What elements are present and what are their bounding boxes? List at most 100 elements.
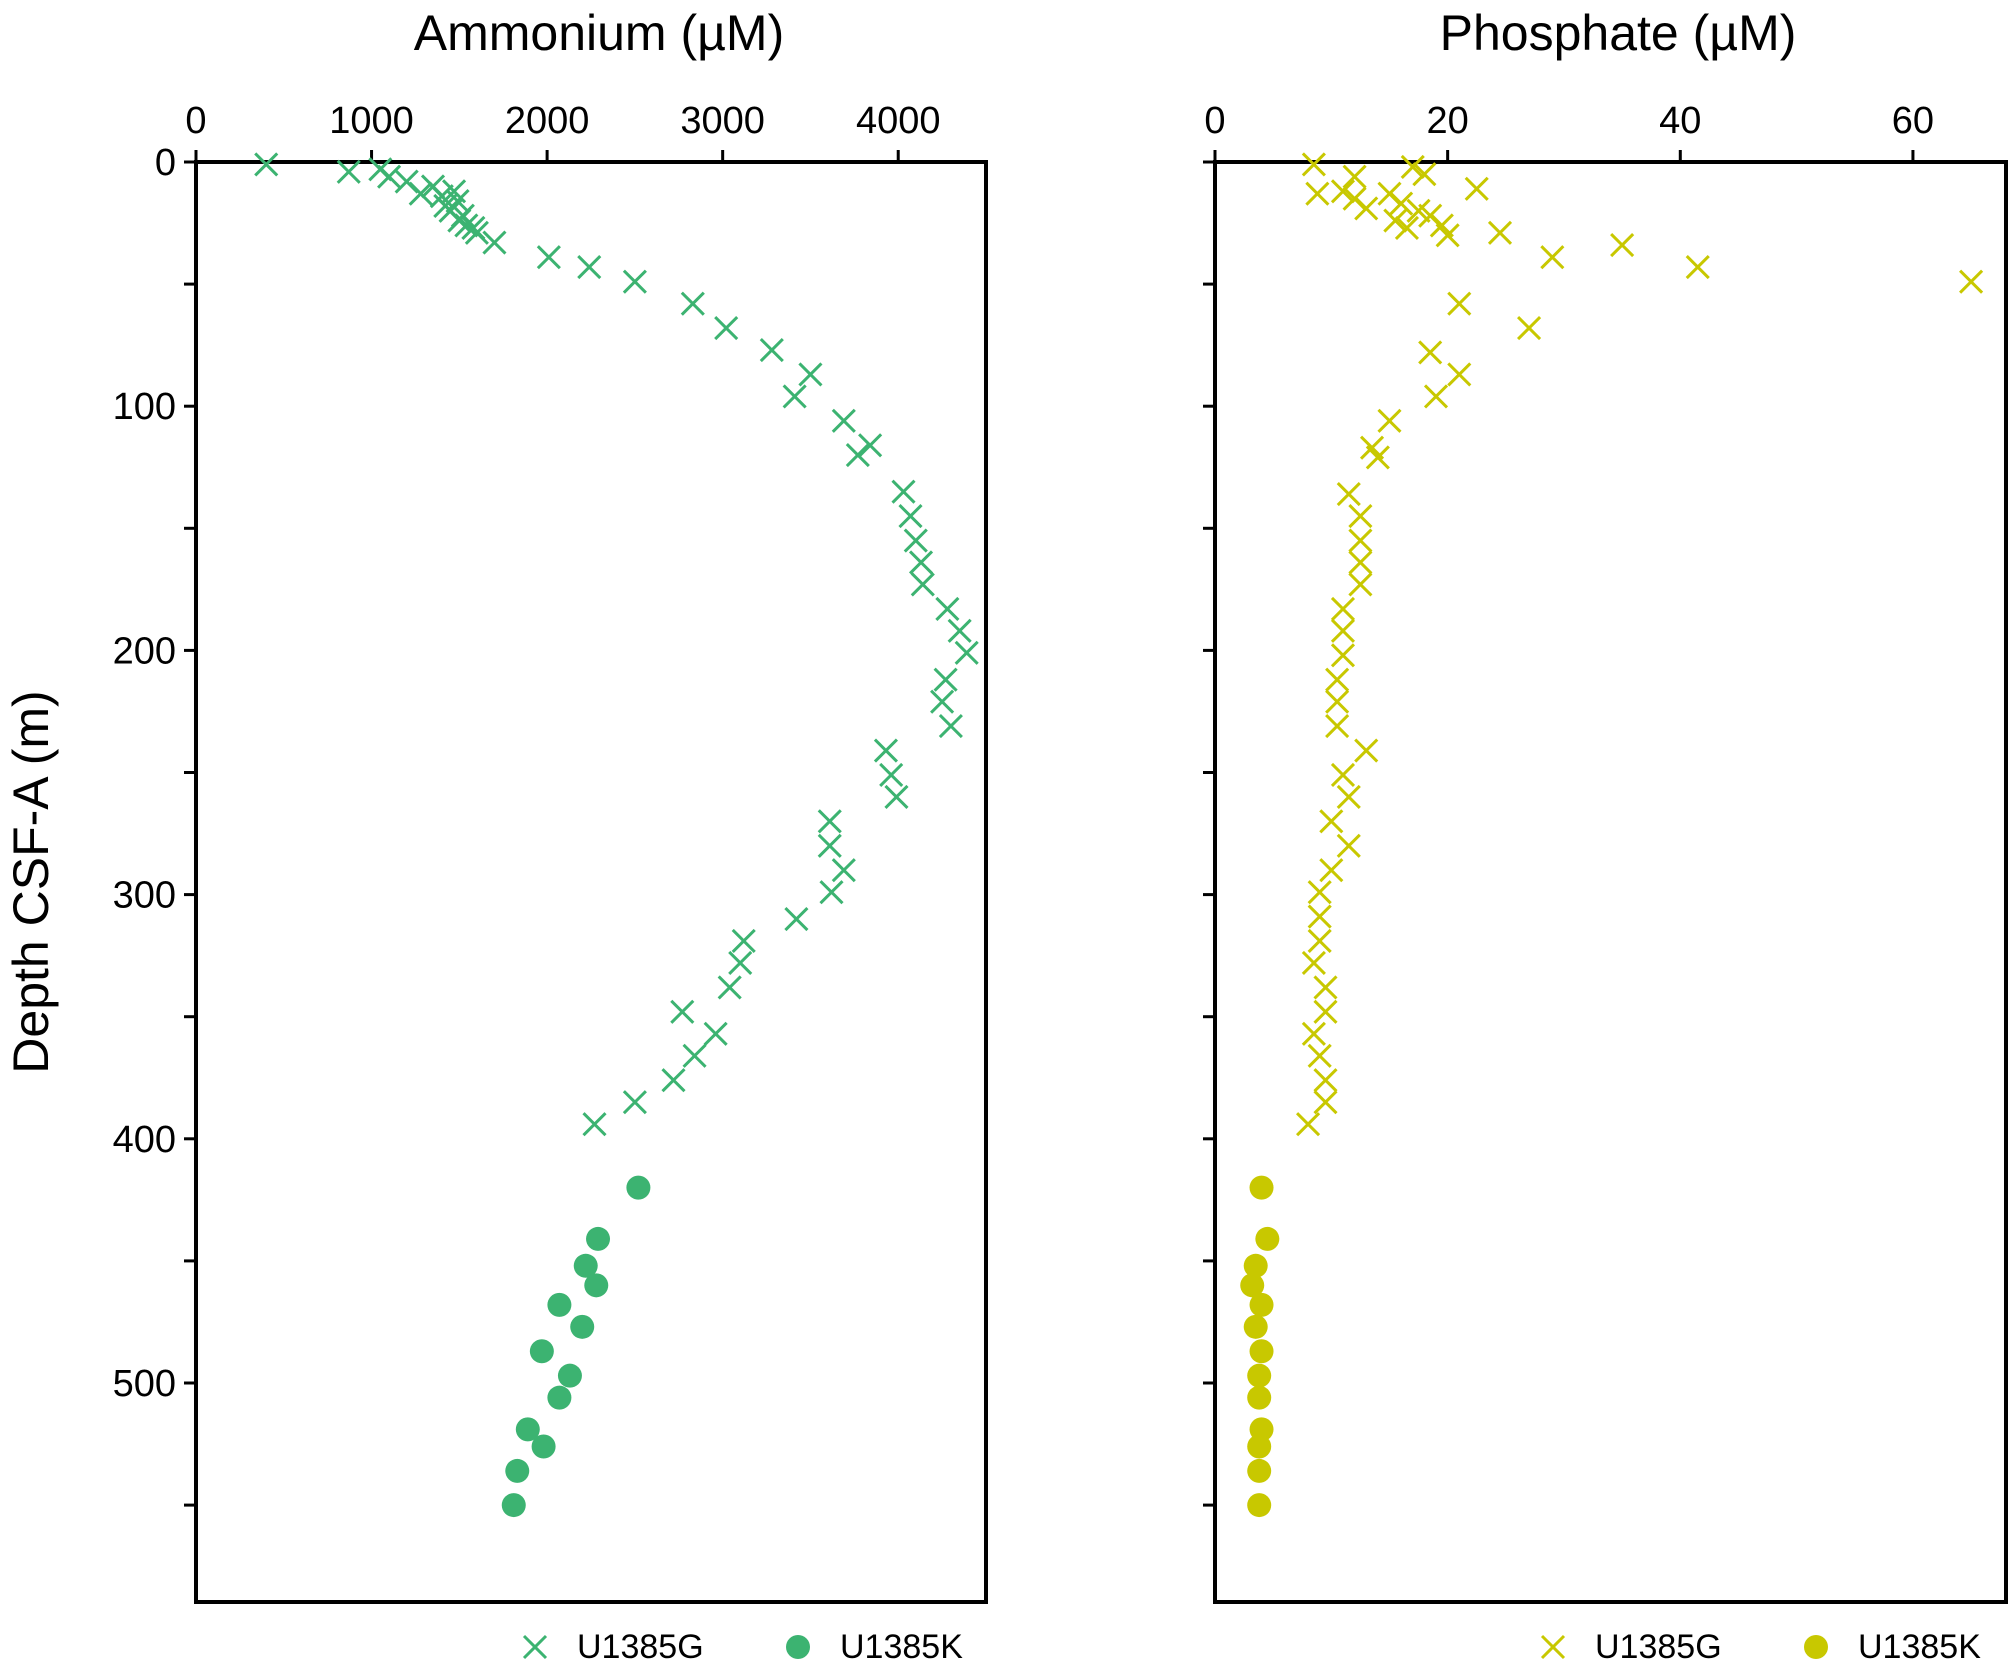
ammonium-plot-frame [194,160,988,1604]
data-point-u1385g [254,152,279,177]
x-tick-label: 0 [185,100,206,142]
data-point-u1385g [1319,809,1344,834]
data-point-u1385g [1330,643,1356,668]
data-point-u1385k [505,1458,530,1483]
data-point-u1385g [1330,179,1356,204]
data-point-u1385g [1295,1112,1321,1137]
data-point-u1385g [1313,1068,1338,1093]
data-point-u1385g [703,1021,728,1046]
data-point-u1385g [536,245,561,270]
data-point-u1385g [947,618,972,643]
data-point-u1385g [1336,833,1361,858]
data-point-u1385k [1247,1385,1272,1410]
data-point-u1385k [1249,1175,1274,1200]
data-point-u1385k [547,1292,572,1317]
phosphate-plot-frame [1213,160,2008,1604]
data-point-u1385g [879,762,904,788]
ammonium-panel: Ammonium (µM) 0 1000 2000 3000 4000 0 100 200 3… [113,5,988,1666]
data-point-u1385k [1249,1292,1274,1317]
legend-cross-symbol [522,1634,548,1660]
x-tick-label: 20 [1427,100,1469,142]
data-point-u1385k [547,1385,572,1410]
data-point-u1385k [626,1175,651,1200]
y-tick-label: 300 [113,875,176,917]
data-point-u1385k [531,1434,556,1459]
data-point-u1385g [1325,667,1350,692]
data-point-u1385g [622,269,647,294]
ammonium-panel-title: Ammonium (µM) [414,5,784,61]
data-point-u1385g [670,999,695,1024]
data-point-u1385k [1249,1339,1274,1364]
data-point-u1385k [501,1493,526,1518]
data-point-u1385g [782,384,807,409]
legend-dot-symbol [786,1635,810,1659]
ammonium-y-ticks: 0 100 200 300 400 500 [113,142,196,1507]
data-point-u1385g [1348,572,1373,597]
phosphate-y-ticks [1203,160,1215,1507]
data-point-u1385g [910,572,935,597]
phosphate-legend-label-u1385k: U1385K [1858,1628,1981,1666]
data-point-u1385g [728,950,753,976]
data-point-u1385g [714,315,739,341]
data-point-u1385g [891,479,916,504]
data-point-u1385g [954,640,979,665]
data-point-u1385k [573,1253,598,1278]
data-point-u1385g [858,433,883,458]
data-point-u1385g [1348,528,1373,553]
x-tick-label: 4000 [856,100,941,142]
data-point-u1385g [1319,858,1344,883]
x-tick-label: 1000 [329,100,414,142]
data-point-u1385g [903,528,928,553]
data-point-u1385k [1255,1226,1280,1251]
phosphate-legend-marker-u1385k [1804,1635,1828,1659]
data-point-u1385g [1540,245,1565,270]
data-point-u1385g [445,189,470,214]
data-point-u1385g [1307,1043,1332,1068]
ammonium-legend-label-u1385k: U1385K [840,1628,963,1666]
data-point-u1385g [1307,904,1332,929]
ammonium-data-points [254,152,979,1518]
data-point-u1385g [1325,689,1350,714]
data-point-u1385g [577,254,602,280]
data-point-u1385g [1336,784,1361,809]
data-point-u1385g [933,667,958,692]
data-point-u1385g [930,689,955,714]
data-point-u1385g [898,504,923,529]
data-point-u1385g [454,213,479,238]
data-point-u1385g [1354,196,1379,221]
phosphate-x-ticks: 0 20 40 60 [1204,100,1934,162]
x-tick-label: 40 [1659,100,1701,142]
phosphate-legend-marker-u1385g [1540,1634,1566,1660]
data-point-u1385k [1240,1273,1265,1298]
data-point-u1385g [682,1043,707,1068]
data-point-u1385k [1243,1314,1268,1339]
ammonium-legend-marker-u1385k [786,1635,810,1659]
data-point-u1385g [1959,269,1984,294]
data-point-u1385g [1307,880,1332,905]
data-point-u1385g [1330,596,1356,621]
x-tick-label: 3000 [680,100,765,142]
data-point-u1385g [582,1112,607,1137]
data-point-u1385g [377,164,402,189]
data-point-u1385g [784,906,809,932]
data-point-u1385g [482,230,507,255]
y-tick-label: 0 [155,142,176,184]
data-point-u1385k [1247,1493,1272,1518]
phosphate-legend: U1385G U1385K [1540,1628,1981,1666]
data-point-u1385g [717,975,742,1000]
data-point-u1385g [1447,291,1472,316]
data-point-u1385g [873,738,898,763]
data-point-u1385g [1610,232,1635,258]
data-point-u1385g [831,408,856,433]
ammonium-legend: U1385G U1385K [522,1628,963,1666]
data-point-u1385k [557,1363,582,1388]
data-point-u1385g [1348,550,1373,575]
data-point-u1385g [1342,164,1367,189]
phosphate-data-points [1240,152,1984,1518]
data-point-u1385g [1348,504,1373,529]
data-point-u1385k [570,1314,595,1339]
data-point-u1385k [1243,1253,1268,1278]
x-tick-label: 2000 [505,100,590,142]
data-point-u1385g [1313,975,1338,1000]
data-point-u1385g [1464,176,1489,201]
